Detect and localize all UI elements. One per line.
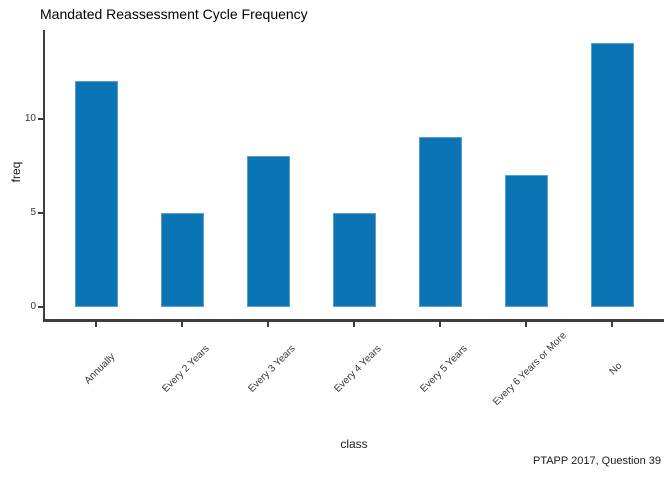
- x-tick-label-text: Every 4 Years: [332, 343, 384, 395]
- x-tick-label-text: Every 3 Years: [246, 343, 298, 395]
- bar: [418, 137, 462, 307]
- x-tick-mark: [181, 322, 183, 327]
- x-tick-mark: [95, 322, 97, 327]
- bar: [74, 80, 118, 307]
- chart-caption: PTAPP 2017, Question 39: [532, 455, 661, 467]
- y-axis-line: [43, 30, 45, 321]
- y-tick-label: 5: [30, 206, 36, 218]
- y-tick-mark: [38, 306, 43, 308]
- x-tick-mark: [267, 322, 269, 327]
- x-tick-label-text: Every 2 Years: [160, 343, 212, 395]
- y-tick-label: 10: [24, 112, 36, 124]
- y-tick-mark: [38, 211, 43, 214]
- x-tick-label-text: Annually: [82, 351, 118, 387]
- y-tick-mark: [38, 117, 43, 120]
- bar: [504, 175, 548, 307]
- x-axis-line: [43, 319, 664, 322]
- y-axis-label-text: freq: [9, 161, 23, 183]
- x-tick-mark: [353, 322, 355, 327]
- chart-title: Mandated Reassessment Cycle Frequency: [40, 6, 308, 22]
- x-axis-label: class: [340, 437, 368, 451]
- x-tick-mark: [525, 322, 527, 327]
- bar: [590, 43, 634, 307]
- x-tick-label-text: Every 6 Years or More: [491, 330, 569, 408]
- y-tick-label: 0: [30, 301, 36, 312]
- bar: [332, 212, 376, 307]
- x-tick-mark: [611, 322, 613, 327]
- bar: [160, 212, 204, 307]
- bar: [246, 156, 290, 307]
- x-tick-label-text: No: [607, 360, 625, 378]
- x-tick-mark: [439, 322, 441, 327]
- x-tick-label-text: Every 5 Years: [418, 343, 470, 395]
